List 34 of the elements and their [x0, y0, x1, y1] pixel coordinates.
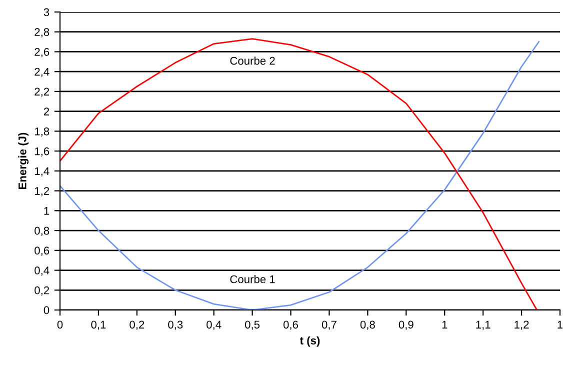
x-tick-label: 1 — [442, 320, 448, 328]
y-tick-label: 0 — [44, 306, 50, 314]
x-tick-label: 0,1 — [91, 320, 106, 330]
y-tick-label: 2,6 — [34, 48, 50, 58]
annotation: Courbe 1 — [230, 275, 275, 284]
x-tick-label: 1 — [558, 320, 563, 328]
y-tick-label: 1,4 — [34, 167, 50, 176]
y-tick-label: 0,8 — [34, 226, 50, 236]
x-tick-label: 0 — [57, 320, 63, 329]
x-tick-label: 0,4 — [206, 320, 222, 330]
y-tick-label: 1,8 — [34, 127, 50, 137]
x-tick-label: 0,2 — [130, 320, 144, 330]
x-tick-label: 1,2 — [514, 320, 529, 330]
y-axis-title: Energie (J) — [18, 132, 29, 189]
x-tick-label: 0,3 — [168, 320, 183, 330]
y-tick-label: 2,2 — [34, 88, 50, 97]
y-tick-label: 2,8 — [34, 28, 50, 38]
x-tick-label: 0,5 — [245, 320, 260, 330]
x-axis-title: t (s) — [300, 336, 320, 347]
x-tick-label: 0,6 — [283, 320, 298, 330]
x-tick-label: 0,7 — [322, 320, 336, 330]
y-tick-label: 1,2 — [34, 187, 50, 196]
annotation: Courbe 2 — [230, 56, 275, 65]
y-tick-label: 3 — [44, 8, 50, 16]
x-tick-label: 0,8 — [360, 320, 375, 330]
y-tick-label: 2,4 — [34, 68, 50, 78]
y-tick-label: 0,6 — [34, 246, 50, 256]
y-tick-label: 2 — [44, 108, 50, 116]
y-tick-label: 0,4 — [34, 266, 50, 276]
x-tick-label: 1,1 — [476, 320, 490, 330]
y-tick-label: 1,6 — [34, 147, 50, 157]
y-tick-label: 1 — [44, 207, 50, 215]
y-tick-label: 0,2 — [34, 286, 50, 296]
x-tick-label: 0,9 — [398, 320, 414, 330]
